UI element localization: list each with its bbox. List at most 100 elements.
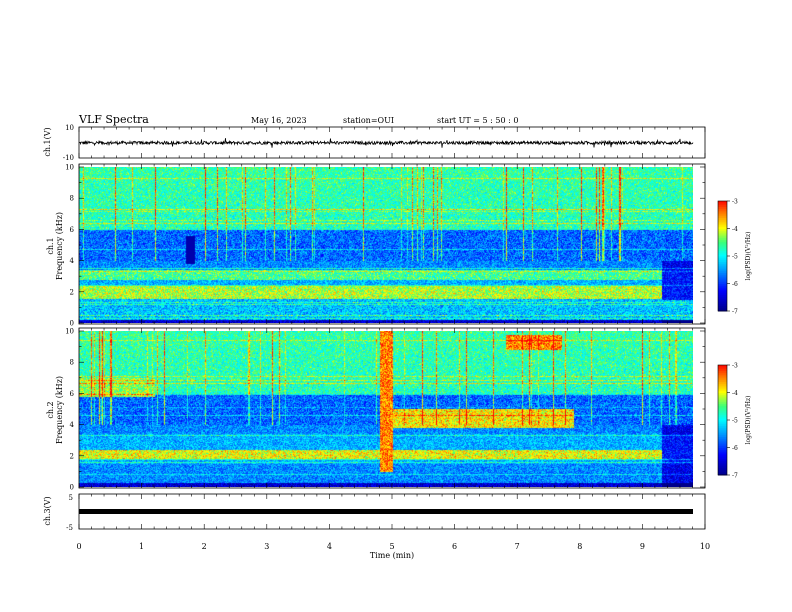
colorbar-tick-label: -7 [732,473,738,480]
colorbar-segment [718,412,727,415]
colorbar-segment [718,414,727,417]
colorbar-segment [718,458,727,461]
ch3-waveform-panel: 5 -5 ch.3(V) [43,493,706,532]
colorbar-segment [718,257,727,261]
colorbar-tick-label: -7 [732,309,738,316]
colorbar-segment [718,226,727,229]
colorbar-segment [718,416,727,419]
colorbar-segment [718,248,727,251]
colorbar-segment [718,219,727,222]
start-time-label: start UT = 5 : 50 : 0 [437,116,518,125]
colorbar-segment [718,278,727,281]
colorbar-segment [718,403,727,406]
colorbar-tick-label: -5 [732,254,738,261]
colorbar-segment [718,239,727,242]
ch2-spectrogram-panel: 0 2 4 6 8 10 ch.2 Frequency (kHz) [46,328,706,492]
colorbar-segment [718,388,727,392]
colorbar-segment [718,267,727,270]
colorbar-segment [718,237,727,240]
ch1-ytick-bottom: -10 [63,154,74,162]
colorbar-segment [718,206,727,209]
colorbar-segment [718,261,727,264]
colorbar-segment [718,243,727,246]
colorbar-segment [718,276,727,279]
colorbar-tick-label: -6 [732,445,738,452]
colorbar-segment [718,366,727,370]
time-tick-label: 2 [202,542,207,551]
colorbar-segment [718,438,727,441]
frequency-tick-label: 6 [70,390,75,398]
colorbar-segment [718,298,727,301]
colorbar-segment [718,274,727,277]
ch3-ytick-top: 5 [69,494,73,502]
colorbar-segment [718,398,727,401]
colorbar-segment [718,368,727,371]
colorbar-segment [718,309,727,312]
colorbar-tick-label: -5 [732,418,738,425]
frequency-tick-label: 10 [65,328,74,336]
colorbar-segment [718,289,727,292]
station-label: station=OUI [343,116,394,125]
frequency-tick-label: 0 [70,320,74,328]
colorbar-segment [718,292,727,295]
colorbar-segment [718,230,727,233]
colorbar-segment [718,460,727,463]
ch1-spectrogram-ylabel-frequency: Frequency (kHz) [55,212,64,280]
colorbar-segment [718,379,727,382]
colorbar-segment [718,436,727,439]
colorbar-segment [718,399,727,403]
colorbar-segment [718,208,727,211]
ch1-spectrogram-ylabel-channel: ch.1 [46,237,55,254]
frequency-tick-label: 2 [70,288,74,296]
colorbar-segment [718,221,727,224]
colorbar-segment [718,254,727,257]
figure-title: VLF Spectra [78,113,149,126]
colorbar-segment [718,279,727,283]
colorbar-label: log(PSD)(V²/Hz) [745,232,752,281]
colorbar-segment [718,427,727,430]
time-axis-label: Time (min) [370,551,414,560]
time-tick-label: 4 [327,542,332,551]
time-tick-label: 7 [515,542,520,551]
ch1-spectrogram-yticks: 0 2 4 6 8 10 [65,164,705,328]
ch2-spectrogram-ylabel-channel: ch.2 [46,401,55,418]
colorbar-segment [718,383,727,386]
frequency-tick-label: 8 [70,359,74,367]
ch2-spectrogram-ylabel-frequency: Frequency (kHz) [55,376,64,444]
frequency-tick-label: 6 [70,226,75,234]
colorbar-segment [718,285,727,288]
colorbar-segment [718,372,727,375]
colorbar-segment [718,432,727,436]
colorbar-segment [718,235,727,239]
frequency-tick-label: 4 [70,257,75,265]
colorbar-segment [718,442,727,445]
colorbar-segment [718,245,727,248]
colorbar-segment [718,303,727,306]
colorbar-segment [718,250,727,253]
colorbar-segment [718,272,727,275]
ch1-waveform-panel: 10 -10 ch.1(V) [43,124,706,162]
colorbar-segment [718,394,727,397]
ch3-ytick-bottom: -5 [66,524,73,532]
colorbar-tick-label: -3 [732,199,738,206]
colorbar-segment [718,365,727,368]
colorbar-segment [718,431,727,434]
ch3-waveform-trace [79,509,693,514]
colorbar-segment [718,224,727,228]
frequency-tick-label: 2 [70,452,74,460]
colorbar-segment [718,246,727,250]
date-label: May 16, 2023 [251,116,307,125]
colorbar-segment [718,300,727,303]
frequency-tick-label: 4 [70,421,75,429]
colorbar-segment [718,451,727,454]
colorbar-segment [718,429,727,432]
time-tick-label: 5 [389,542,394,551]
colorbar-segment [718,467,727,470]
colorbar-segment [718,296,727,299]
colorbar-segment [718,434,727,437]
colorbar-segment [718,268,727,272]
colorbar-segment [718,241,727,244]
colorbar-segment [718,396,727,399]
colorbar-segment [718,210,727,213]
